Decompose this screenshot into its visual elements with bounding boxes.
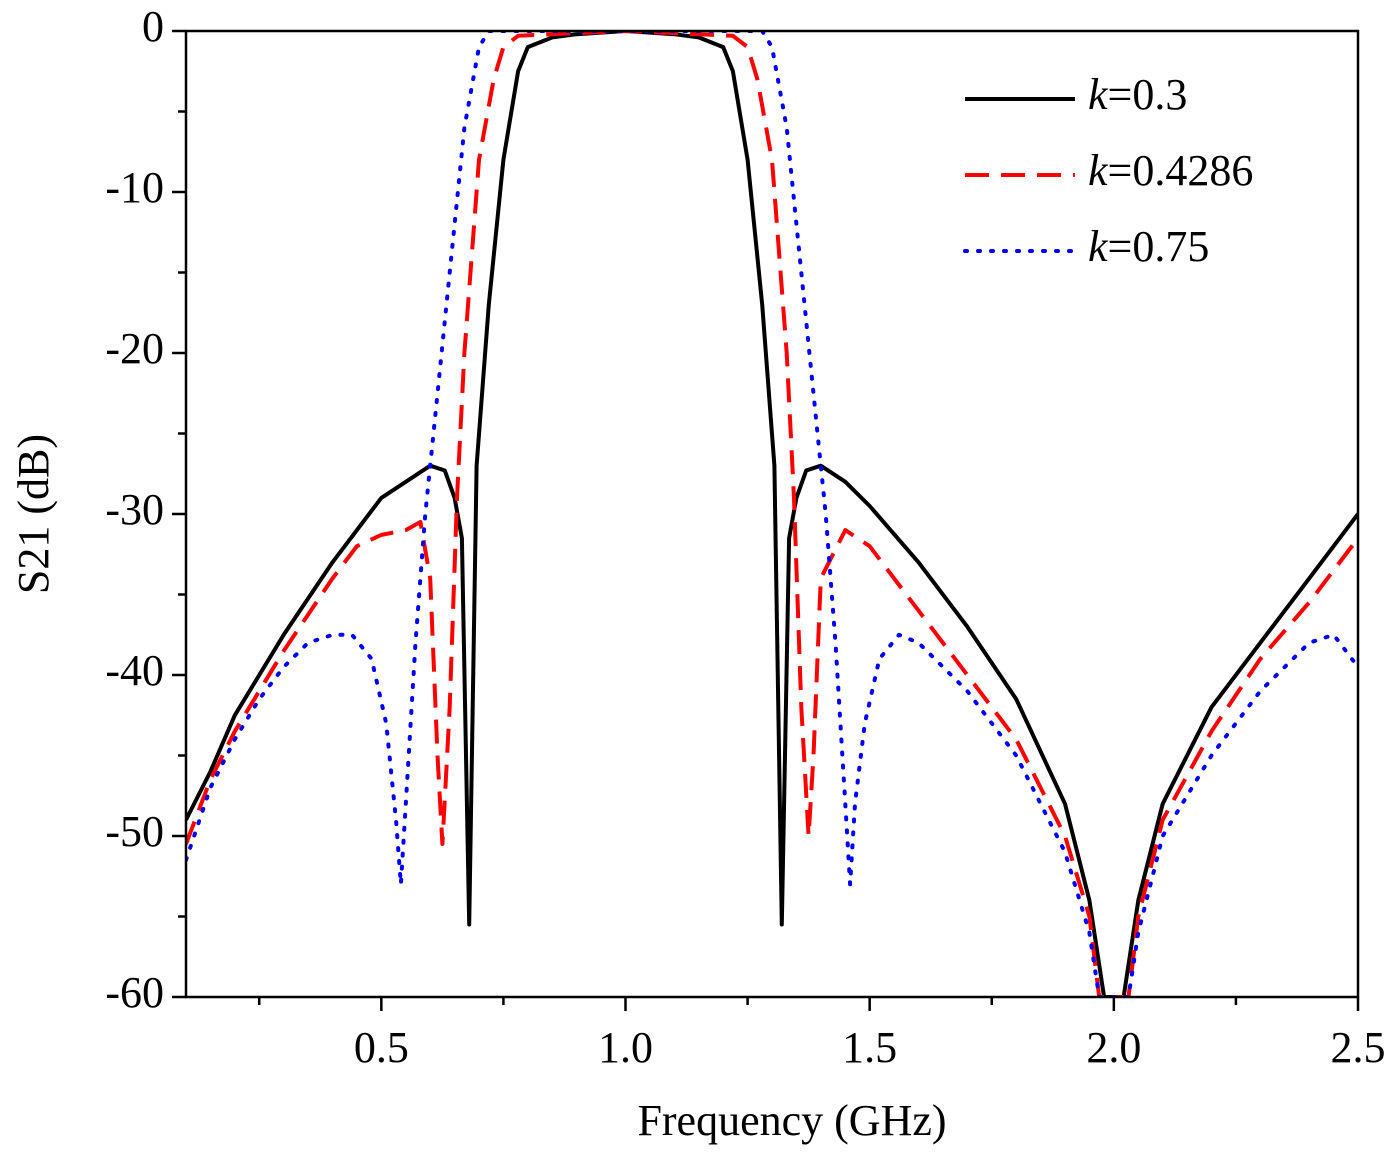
x-tick-label: 2.5 — [1331, 1023, 1386, 1072]
series-line — [186, 31, 1358, 997]
y-axis-label: S21 (dB) — [9, 434, 58, 594]
y-tick-label: -60 — [105, 968, 164, 1017]
series-line — [186, 31, 1358, 997]
y-tick-label: -30 — [105, 485, 164, 534]
legend-label: k=0.3 — [1088, 70, 1187, 119]
y-tick-label: -50 — [105, 807, 164, 856]
y-tick-label: 0 — [142, 2, 164, 51]
legend-label: k=0.4286 — [1088, 146, 1253, 195]
legend-label: k=0.75 — [1088, 222, 1209, 271]
y-tick-label: -10 — [105, 163, 164, 212]
plot-area — [186, 31, 1358, 997]
x-tick-label: 1.0 — [598, 1023, 653, 1072]
y-tick-label: -40 — [105, 646, 164, 695]
x-axis-label: Frequency (GHz) — [637, 1096, 946, 1145]
series-line — [186, 31, 1358, 997]
x-tick-label: 0.5 — [354, 1023, 409, 1072]
x-tick-label: 2.0 — [1086, 1023, 1141, 1072]
x-tick-label: 1.5 — [842, 1023, 897, 1072]
y-tick-label: -20 — [105, 324, 164, 373]
